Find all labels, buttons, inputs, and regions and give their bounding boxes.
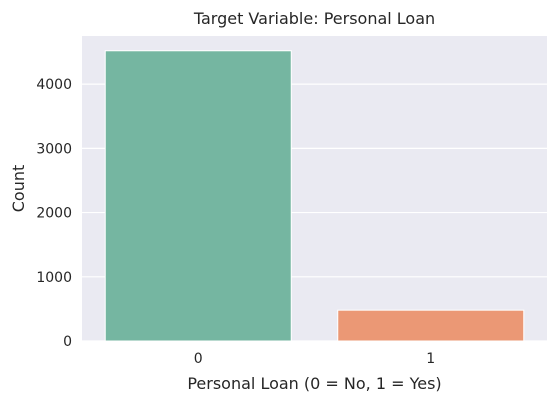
bar-1 [337,309,525,342]
y-tick-label: 1000 [36,270,72,286]
y-tick-label: 0 [63,334,72,350]
chart-title: Target Variable: Personal Loan [193,9,435,28]
x-tick-label: 0 [194,351,203,367]
bars [104,50,525,342]
x-axis-label: Personal Loan (0 = No, 1 = Yes) [187,374,441,393]
y-tick-label: 2000 [36,206,72,222]
bar-0 [104,50,292,342]
x-tick-label: 1 [426,351,435,367]
y-axis-ticks: 0 1000 2000 3000 4000 [36,77,72,350]
y-tick-label: 3000 [36,141,72,157]
y-tick-label: 4000 [36,77,72,93]
y-axis-label: Count [9,165,28,213]
